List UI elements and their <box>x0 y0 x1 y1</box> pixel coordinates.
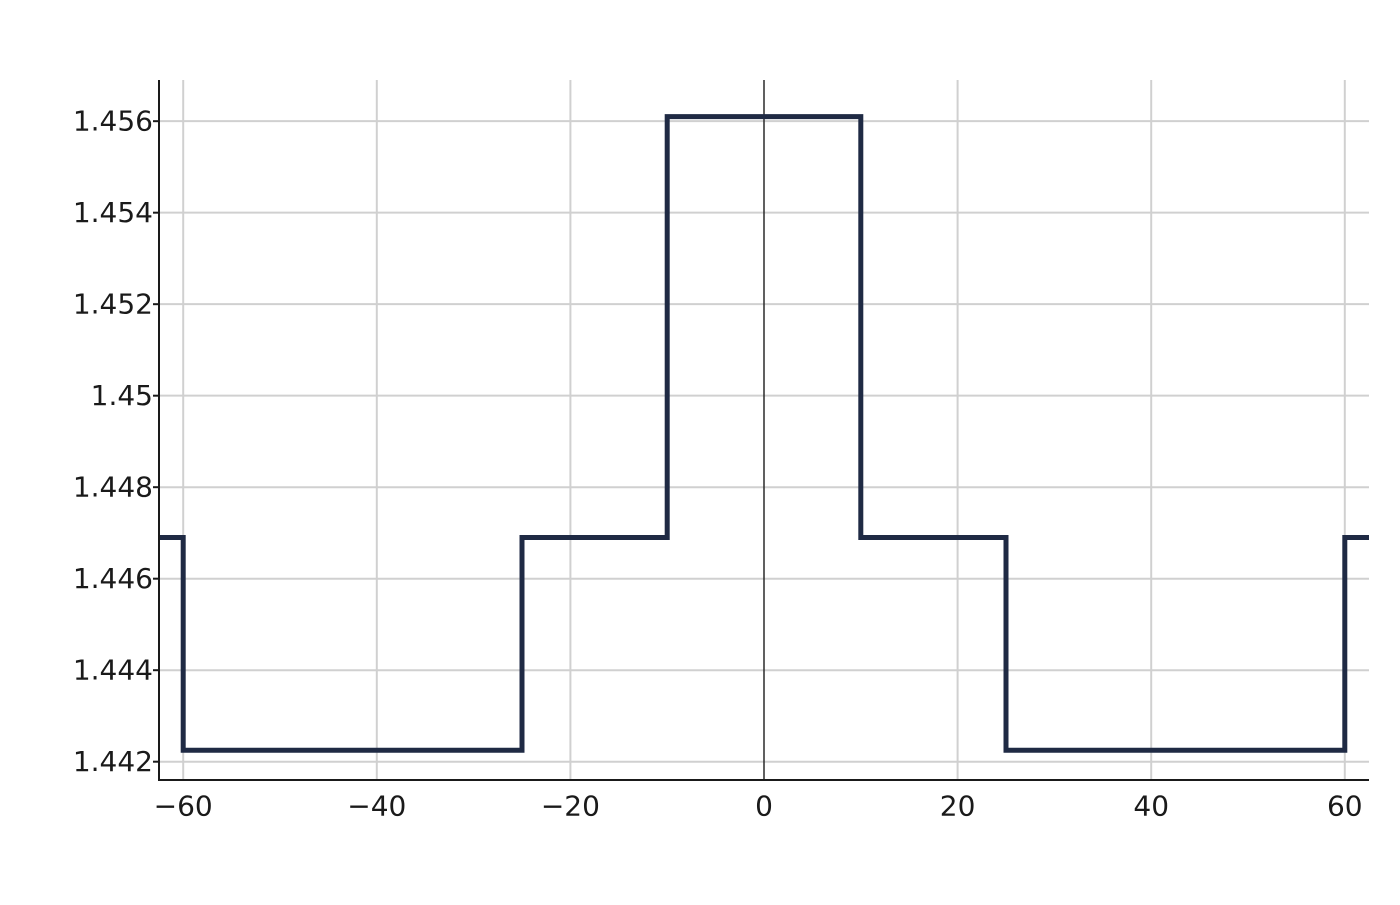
x-tick-label: −20 <box>541 790 600 823</box>
axis-layer <box>153 80 1369 781</box>
x-tick-label: 60 <box>1327 790 1363 823</box>
y-tick-label: 1.448 <box>73 471 153 504</box>
series-layer <box>159 114 1369 753</box>
x-tick-label: 20 <box>940 790 976 823</box>
x-tick-label: 0 <box>755 790 773 823</box>
x-tick-label: −60 <box>154 790 213 823</box>
series-line <box>159 114 1369 753</box>
y-tick-label: 1.444 <box>73 654 153 687</box>
y-tick-label: 1.45 <box>91 379 153 412</box>
y-tick-label: 1.452 <box>73 288 153 321</box>
y-tick-label: 1.446 <box>73 562 153 595</box>
y-tick-label: 1.456 <box>73 105 153 138</box>
x-tick-label: −40 <box>347 790 406 823</box>
y-tick-label: 1.454 <box>73 196 153 229</box>
x-tick-label: 40 <box>1133 790 1169 823</box>
tick-label-layer: 1.442 1.444 1.446 1.448 1.45 1.452 1.454 1.456 −… <box>73 105 1363 823</box>
y-tick-label: 1.442 <box>73 745 153 778</box>
